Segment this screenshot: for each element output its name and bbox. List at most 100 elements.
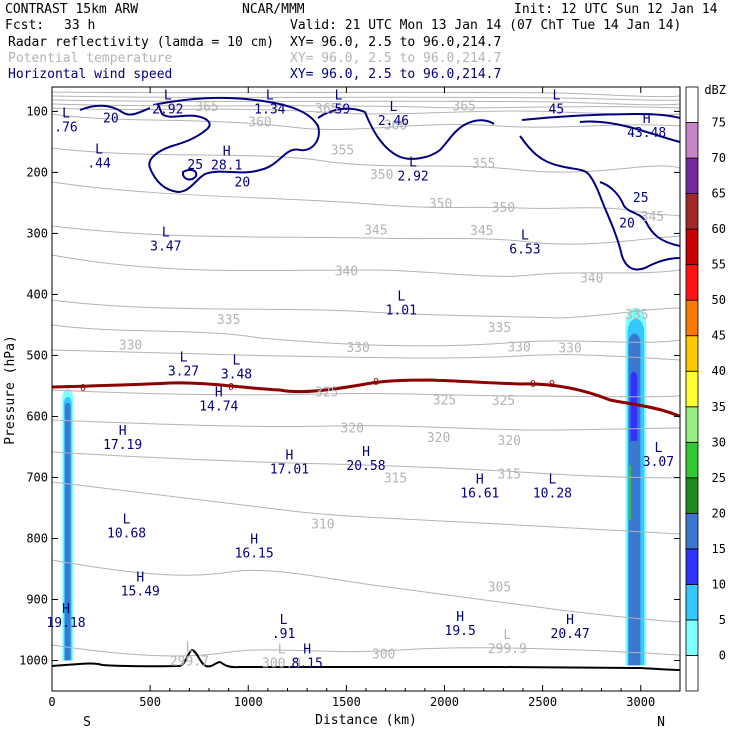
extremum-kind: L: [185, 640, 193, 655]
extremum-kind: L: [162, 226, 170, 241]
colorbar-swatch: [685, 406, 699, 443]
wind-contour: [148, 96, 320, 194]
wind-speed-label: 25: [187, 158, 203, 173]
colorbar-swatch: [685, 122, 699, 159]
theta-contour: [51, 559, 681, 623]
extremum-value: 28.1: [211, 158, 242, 173]
extremum-value: 20.58: [346, 459, 385, 474]
colorbar-label: 45: [712, 329, 726, 343]
colorbar-label: 70: [712, 151, 726, 165]
extremum-kind: L: [180, 351, 188, 366]
colorbar-swatch: [685, 584, 699, 621]
wind-contour: [599, 181, 681, 247]
extremum-kind: L: [266, 88, 274, 103]
extremum-kind: L: [390, 100, 398, 115]
colorbar-swatch: [685, 370, 699, 408]
theta-label: 365: [315, 102, 338, 117]
field-xy-theta: XY= 96.0, 2.5 to 96.0,214.7: [290, 51, 501, 66]
extremum-kind: H: [476, 473, 484, 488]
field-legend: Radar reflectivity (lamda = 10 cm) XY= 9…: [8, 35, 501, 82]
theta-labels: 365 365 365 360 360 355 355 350 350 350 345 345 345 3…: [119, 100, 665, 663]
extremum-kind: H: [223, 144, 231, 159]
theta-label: 310: [311, 517, 334, 532]
theta-label: 330: [558, 342, 581, 357]
extremum-value: 3.07: [643, 455, 674, 470]
theta-label: 300: [372, 647, 395, 662]
extremum-value: 20.47: [551, 627, 590, 642]
theta-contour: [51, 349, 681, 361]
theta-label: 305: [488, 580, 511, 595]
reflectivity-region: [64, 402, 71, 661]
wind-labels: 20 25 20 25 20: [103, 112, 649, 232]
y-axis-title: Pressure (hPa): [3, 335, 18, 445]
x-tick-label: 2000: [430, 695, 459, 709]
theta-label: 320: [498, 434, 521, 449]
colorbar-unit: dBZ: [704, 83, 726, 97]
theta-label: 335: [625, 308, 648, 323]
extremum-kind: L: [503, 628, 511, 643]
wind-speed-label: 20: [619, 216, 635, 231]
colorbar-label: 40: [712, 364, 726, 378]
theta-label: 330: [119, 339, 142, 354]
theta-label: 315: [384, 472, 407, 487]
extremum-value: 3.47: [150, 240, 181, 255]
theta-contour: [51, 419, 681, 431]
colorbar-swatch: [685, 619, 699, 656]
theta-contour: [51, 299, 681, 319]
extremum-kind: H: [119, 424, 127, 439]
colorbar-swatch: [685, 335, 699, 372]
theta-label: 330: [346, 341, 369, 356]
theta-contour: [51, 95, 681, 101]
theta-label: 325: [492, 394, 515, 409]
colorbar-label: 30: [712, 435, 726, 449]
theta-contour: [51, 147, 681, 173]
y-tick-label: 500: [26, 348, 48, 362]
extremum-value: .91: [272, 627, 295, 642]
field-name-wind: Horizontal wind speed: [8, 67, 172, 82]
extremum-value: 15.49: [121, 584, 160, 599]
extremum-kind: L: [164, 88, 172, 103]
colorbar-swatch: [685, 548, 699, 585]
extremum-kind: H: [136, 570, 144, 585]
extremum-value: 299.7: [170, 654, 209, 669]
x-tick-label: 500: [139, 695, 161, 709]
axes: 0 500 1000 1500 2000 2500 30001002003004005006…: [19, 87, 680, 709]
fcst-label: Fcst:: [5, 18, 44, 33]
south-label: S: [83, 715, 91, 730]
theta-label: 360: [248, 115, 271, 130]
extremum-value: 43.48: [627, 126, 666, 141]
extremum-kind: L: [397, 290, 405, 305]
extremum-kind: L: [123, 512, 131, 527]
theta-contour: [51, 225, 681, 245]
colorbar-label: 10: [712, 577, 726, 591]
theta-contour: [51, 181, 681, 217]
extremum-kind: H: [215, 385, 223, 400]
colorbar-label: 60: [712, 222, 726, 236]
theta-label: 350: [492, 201, 515, 216]
extremum-kind: L: [233, 354, 241, 369]
theta-contour: [51, 103, 681, 109]
theta-contour: [51, 254, 681, 277]
y-tick-label: 300: [26, 226, 48, 240]
wind-speed-label: 20: [103, 112, 119, 127]
theta-label: 345: [470, 224, 493, 239]
colorbar-label: 20: [712, 506, 726, 520]
theta-contour: [51, 99, 681, 106]
colorbar-label: 75: [712, 116, 726, 130]
colorbar-label: 65: [712, 187, 726, 201]
colorbar-swatch: [685, 157, 699, 194]
y-tick-label: 900: [26, 592, 48, 606]
extremum-kind: H: [250, 532, 258, 547]
extremum-value: .76: [54, 121, 77, 136]
extremum-kind: L: [549, 473, 557, 488]
theta-label: 320: [427, 431, 450, 446]
x-tick-label: 1500: [332, 695, 361, 709]
extremum-value: 3.48: [221, 368, 252, 383]
terrain-line: [51, 648, 681, 671]
extremum-value: 300.9: [262, 656, 301, 671]
y-tick-label: 100: [26, 104, 48, 118]
extremum-value: 8.15: [291, 656, 322, 671]
y-tick-label: 700: [26, 470, 48, 484]
